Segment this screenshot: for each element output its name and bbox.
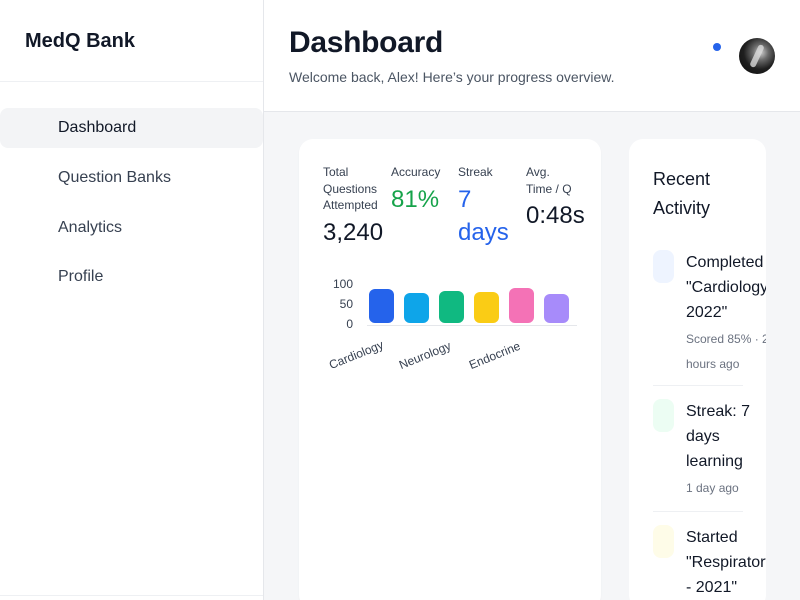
divider: [0, 595, 263, 596]
activity-item-meta: 1 day ago: [686, 481, 739, 495]
y-tick-label: 100: [332, 277, 353, 291]
bar-chart: 100 50 0 Cardiology Neurology Endocrine: [319, 274, 589, 384]
header: Dashboard Welcome back, Alex! Here’s you…: [264, 0, 800, 112]
activity-item-title: Completed "Cardiology - 2022": [686, 254, 766, 321]
stat-accuracy: Accuracy 81%: [391, 164, 451, 216]
chart-bar[interactable]: [474, 292, 499, 323]
notification-dot-icon[interactable]: [713, 43, 721, 51]
sidebar-item-analytics[interactable]: Analytics: [58, 219, 123, 236]
brand-logo[interactable]: MedQ Bank: [25, 30, 136, 52]
activity-icon: [653, 525, 674, 558]
chart-bar[interactable]: [439, 291, 464, 323]
stat-streak: Streak 7 days: [458, 164, 518, 249]
stat-value: 7 days: [458, 185, 509, 246]
sidebar-item-question-banks[interactable]: Question Banks: [58, 169, 171, 186]
stat-total-questions: Total Questions Attempted 3,240: [323, 164, 387, 249]
chart-bar[interactable]: [544, 294, 569, 323]
divider: [0, 81, 263, 82]
stat-label: Accuracy: [391, 165, 441, 179]
sidebar: MedQ Bank Dashboard Question Banks Analy…: [0, 0, 264, 600]
page-subtitle: Welcome back, Alex! Here’s your progress…: [289, 69, 615, 85]
activity-item-title: Started "Respiratory - 2021": [686, 529, 766, 596]
page-title: Dashboard: [289, 26, 443, 59]
recent-activity-card: Recent Activity Completed "Cardiology - …: [629, 139, 766, 600]
stats-card: Total Questions Attempted 3,240 Accuracy…: [299, 139, 601, 600]
avatar[interactable]: [739, 38, 775, 74]
activity-item-meta: Scored 85% · 2 hours ago: [686, 332, 766, 371]
stat-label: Total Questions Attempted: [323, 165, 378, 212]
x-tick-label: Endocrine: [467, 338, 523, 372]
stat-label: Avg. Time / Q: [526, 165, 572, 196]
sidebar-item-profile[interactable]: Profile: [58, 268, 104, 285]
y-tick-label: 0: [346, 317, 353, 331]
activity-icon: [653, 399, 674, 432]
x-axis-line: [367, 325, 577, 326]
stat-value: 3,240: [323, 218, 384, 246]
x-tick-label: Cardiology: [327, 337, 386, 372]
stat-value: 81%: [391, 185, 440, 213]
chart-bar[interactable]: [404, 293, 429, 323]
stat-label: Streak: [458, 165, 493, 179]
stat-avg-time: Avg. Time / Q 0:48s: [526, 164, 594, 232]
stat-value: 0:48s: [526, 202, 585, 229]
activity-item-title: Streak: 7 days learning: [686, 403, 751, 470]
divider: [653, 511, 743, 512]
chart-bar[interactable]: [509, 288, 534, 323]
activity-title: Recent Activity: [653, 169, 711, 218]
chart-bar[interactable]: [369, 289, 394, 323]
y-tick-label: 50: [339, 297, 353, 311]
x-tick-label: Neurology: [397, 338, 453, 372]
divider: [653, 385, 743, 386]
sidebar-item-dashboard[interactable]: Dashboard: [0, 108, 263, 148]
activity-icon: [653, 250, 674, 283]
